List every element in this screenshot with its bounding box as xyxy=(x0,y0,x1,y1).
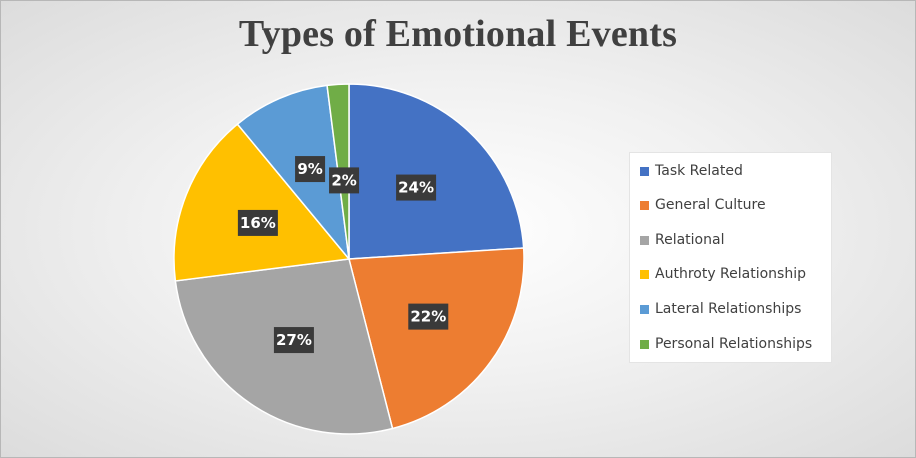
data-label-task-related: 24% xyxy=(398,179,434,197)
data-label-box-relational xyxy=(273,327,314,354)
legend-label: General Culture xyxy=(655,197,766,213)
legend-item-lateral-relationships: Lateral Relationships xyxy=(640,299,801,319)
data-label-box-general-culture xyxy=(408,303,449,330)
pie-slices xyxy=(173,83,525,435)
legend: Task Related General Culture Relational … xyxy=(629,152,832,363)
data-label-box-authroty-relationship xyxy=(237,209,278,236)
legend-label: Relational xyxy=(655,232,725,248)
legend-swatch xyxy=(640,339,649,349)
legend-item-authroty-relationship: Authroty Relationship xyxy=(640,264,806,284)
data-labels: 24% 22% 27% 16% 9% 2% xyxy=(237,156,449,354)
legend-item-relational: Relational xyxy=(640,230,724,250)
data-label-relational: 27% xyxy=(276,331,312,349)
legend-swatch xyxy=(640,235,649,245)
pie-slice-task-related xyxy=(348,83,525,260)
data-label-box-personal-relationships xyxy=(329,167,360,194)
data-label-box-lateral-relationships xyxy=(295,156,326,183)
legend-label: Task Related xyxy=(655,163,743,179)
legend-item-general-culture: General Culture xyxy=(640,195,766,215)
legend-label: Authroty Relationship xyxy=(655,266,806,282)
data-label-box-task-related xyxy=(396,174,437,201)
legend-swatch xyxy=(640,304,649,314)
legend-swatch xyxy=(640,166,649,176)
legend-label: Personal Relationships xyxy=(655,336,813,352)
legend-swatch xyxy=(640,200,649,210)
data-label-personal-relationships: 2% xyxy=(331,171,356,189)
legend-swatch xyxy=(640,269,649,279)
legend-item-task-related: Task Related xyxy=(640,161,743,181)
data-label-authroty-relationship: 16% xyxy=(240,214,276,232)
legend-label: Lateral Relationships xyxy=(655,301,802,317)
pie-slice-general-culture xyxy=(348,247,525,430)
pie-slice-authroty-relationship xyxy=(173,123,351,282)
data-label-lateral-relationships: 9% xyxy=(297,160,322,178)
data-label-general-culture: 22% xyxy=(410,308,446,326)
chart-title: Types of Emotional Events xyxy=(238,13,678,55)
legend-item-personal-relationships: Personal Relationships xyxy=(640,334,812,354)
pie-slice-lateral-relationships xyxy=(236,84,351,262)
